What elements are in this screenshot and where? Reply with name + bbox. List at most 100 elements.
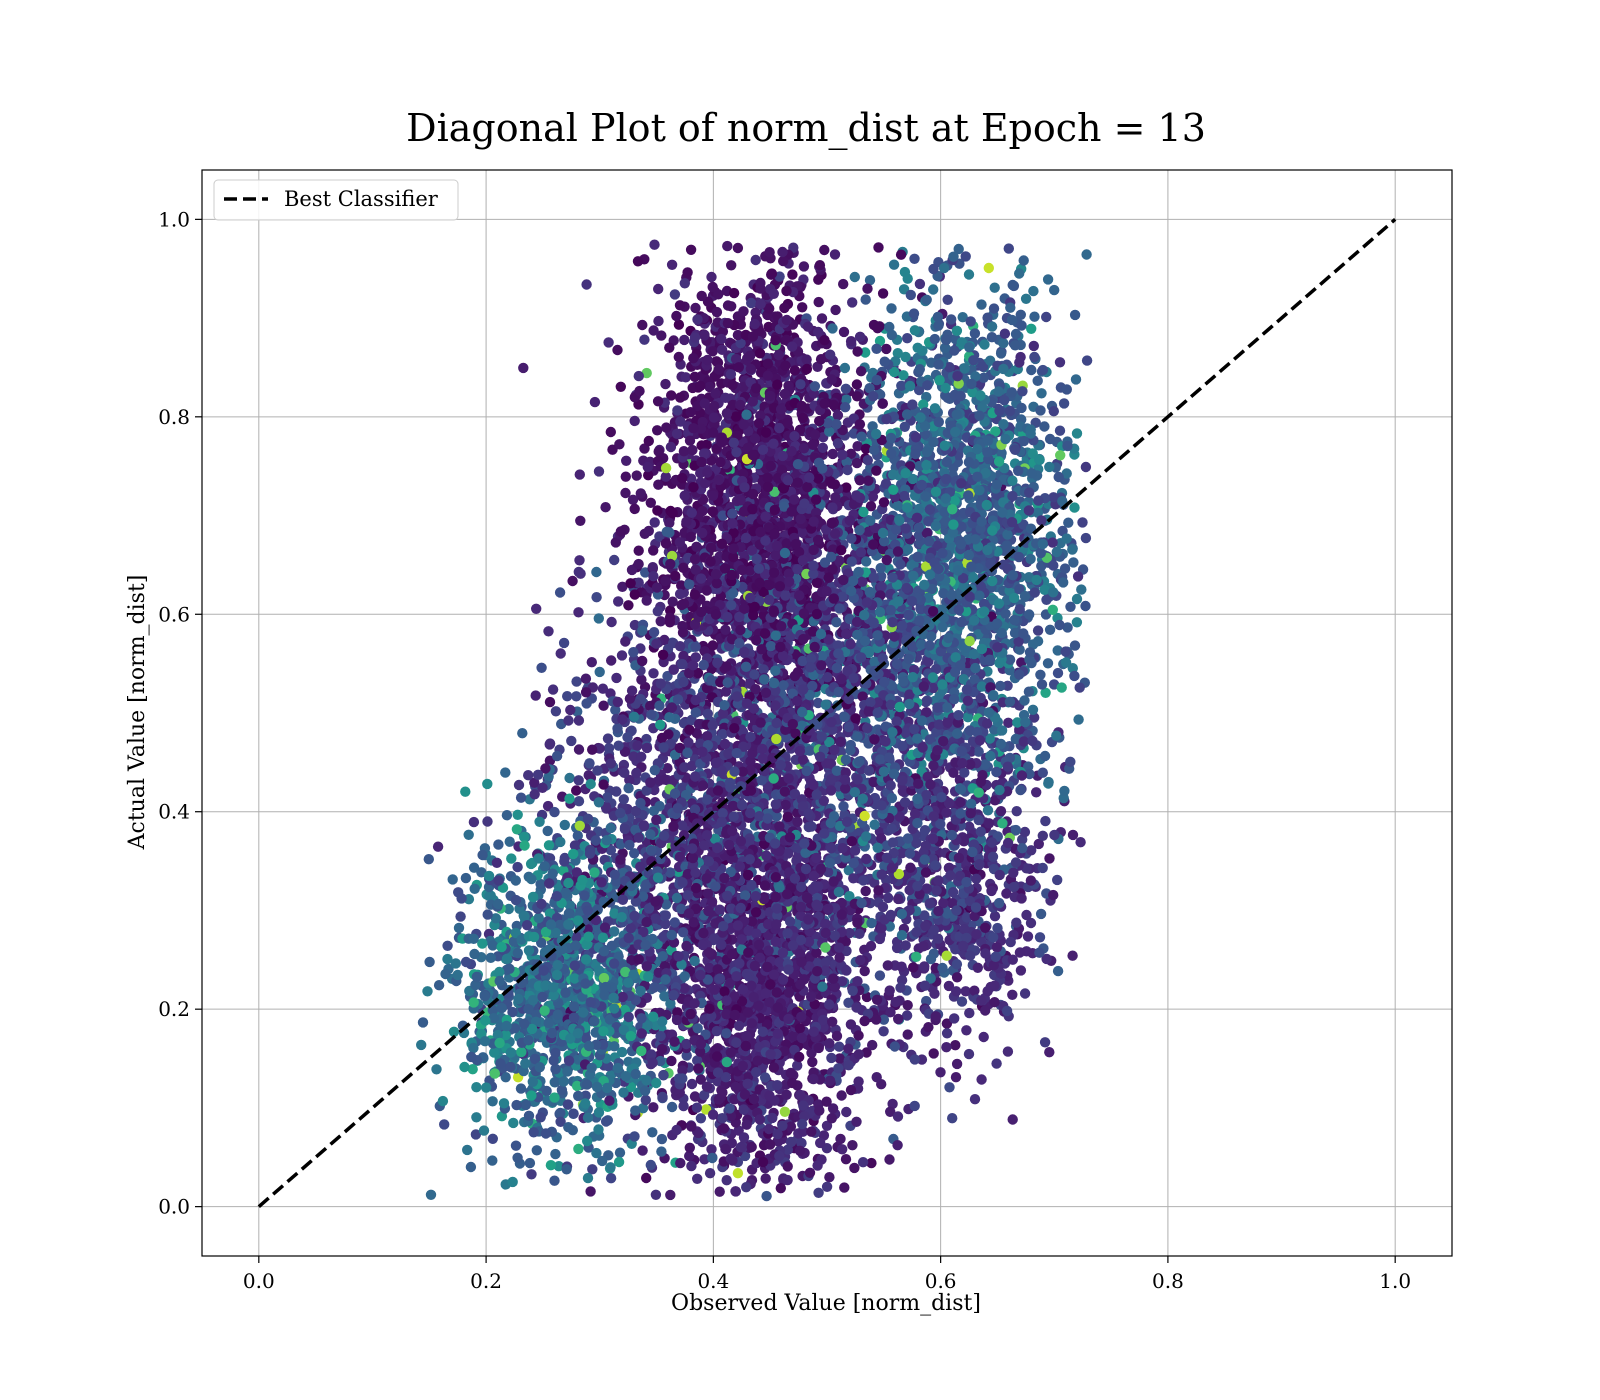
scatter-points xyxy=(416,239,1093,1202)
scatter-point xyxy=(467,1064,478,1075)
scatter-point xyxy=(928,1048,939,1059)
scatter-point xyxy=(519,840,530,851)
scatter-point xyxy=(651,1077,662,1089)
scatter-point xyxy=(534,816,545,827)
scatter-point xyxy=(1059,785,1070,797)
scatter-point xyxy=(928,284,939,295)
scatter-point xyxy=(720,1143,731,1155)
scatter-point xyxy=(1036,679,1048,690)
scatter-point xyxy=(976,299,987,310)
scatter-point xyxy=(648,1102,659,1113)
scatter-point xyxy=(1019,695,1030,706)
scatter-point xyxy=(613,596,624,607)
scatter-point xyxy=(598,700,609,711)
scatter-point xyxy=(681,1050,692,1061)
scatter-point xyxy=(1070,374,1082,385)
scatter-point xyxy=(717,510,728,521)
scatter-point xyxy=(1076,584,1087,595)
scatter-point xyxy=(815,1137,826,1149)
scatter-point xyxy=(555,648,566,659)
scatter-point xyxy=(1015,965,1027,976)
scatter-point xyxy=(862,283,873,294)
scatter-point xyxy=(1061,533,1072,544)
scatter-point xyxy=(450,958,461,969)
scatter-point xyxy=(432,841,444,852)
scatter-point xyxy=(503,903,514,915)
scatter-point xyxy=(487,1155,498,1166)
scatter-point xyxy=(620,471,631,482)
scatter-point xyxy=(732,1168,744,1179)
scatter-point xyxy=(1063,517,1074,528)
scatter-point xyxy=(998,338,1009,349)
scatter-point xyxy=(874,335,886,347)
scatter-point xyxy=(866,1157,877,1169)
scatter-point xyxy=(1037,767,1049,778)
scatter-point xyxy=(571,1080,583,1092)
scatter-point xyxy=(838,326,850,338)
scatter-point xyxy=(1055,450,1066,461)
scatter-point xyxy=(587,1164,598,1175)
scatter-point xyxy=(813,296,824,308)
scatter-point xyxy=(592,765,603,776)
scatter-point xyxy=(1044,624,1056,635)
scatter-point xyxy=(861,1047,872,1058)
scatter-point xyxy=(950,1040,961,1051)
scatter-point xyxy=(422,986,433,997)
scatter-point xyxy=(913,384,925,396)
scatter-point xyxy=(564,772,575,784)
scatter-point xyxy=(885,1106,896,1118)
scatter-point xyxy=(996,447,1007,459)
scatter-point xyxy=(726,260,737,271)
scatter-point xyxy=(848,428,859,439)
scatter-point xyxy=(875,833,887,844)
scatter-point xyxy=(641,1075,652,1086)
scatter-point xyxy=(888,259,900,270)
scatter-point xyxy=(1043,776,1054,788)
scatter-point xyxy=(623,600,634,611)
scatter-point xyxy=(629,415,640,427)
scatter-point xyxy=(942,294,953,305)
scatter-point xyxy=(656,1133,668,1145)
scatter-point xyxy=(1040,687,1051,698)
scatter-point xyxy=(636,1028,647,1039)
scatter-point xyxy=(860,885,871,897)
scatter-point xyxy=(944,1082,955,1093)
scatter-point xyxy=(633,545,644,556)
scatter-point xyxy=(689,371,700,382)
scatter-point xyxy=(951,986,962,997)
scatter-point xyxy=(1007,989,1018,1000)
scatter-point xyxy=(819,335,830,346)
scatter-point xyxy=(896,848,908,859)
scatter-point xyxy=(750,254,761,266)
scatter-point xyxy=(662,763,673,774)
scatter-point xyxy=(665,1189,676,1201)
scatter-point xyxy=(639,334,650,345)
scatter-point xyxy=(941,1018,953,1029)
scatter-point xyxy=(469,948,480,960)
scatter-point xyxy=(468,816,480,828)
scatter-point xyxy=(580,1090,591,1101)
scatter-point xyxy=(1052,667,1064,679)
scatter-point xyxy=(935,1067,946,1078)
scatter-point xyxy=(442,953,453,965)
scatter-point xyxy=(511,824,523,835)
scatter-point xyxy=(841,1106,852,1118)
scatter-point xyxy=(1037,364,1049,376)
scatter-point xyxy=(500,1072,511,1083)
scatter-point xyxy=(861,991,873,1003)
scatter-point xyxy=(726,301,737,312)
scatter-point xyxy=(573,607,584,618)
scatter-point xyxy=(878,1026,889,1037)
scatter-point xyxy=(728,287,740,299)
scatter-point xyxy=(610,537,621,548)
scatter-point xyxy=(1016,657,1027,668)
scatter-point xyxy=(512,809,523,820)
scatter-point xyxy=(989,911,1001,922)
scatter-point xyxy=(689,1091,701,1102)
scatter-point xyxy=(442,940,453,951)
scatter-point xyxy=(1044,461,1055,473)
scatter-point xyxy=(572,830,583,841)
scatter-point xyxy=(730,1186,741,1197)
scatter-point xyxy=(796,1137,807,1149)
scatter-point xyxy=(946,314,957,325)
